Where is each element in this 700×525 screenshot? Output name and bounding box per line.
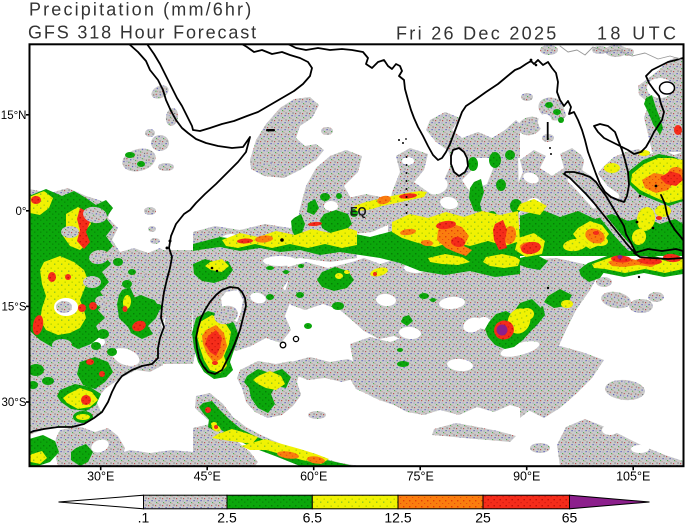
svg-text:30°E: 30°E xyxy=(87,469,114,483)
svg-text:30°S: 30°S xyxy=(1,397,26,409)
svg-text:6.5: 6.5 xyxy=(303,510,323,525)
svg-text:60°E: 60°E xyxy=(300,469,327,483)
svg-text:15°S: 15°S xyxy=(1,301,26,313)
svg-text:.1: .1 xyxy=(138,510,150,525)
svg-text:105°E: 105°E xyxy=(616,469,650,483)
svg-text:2.5: 2.5 xyxy=(217,510,237,525)
svg-text:Precipitation (mm/6hr): Precipitation (mm/6hr) xyxy=(29,0,253,20)
svg-text:65: 65 xyxy=(562,510,578,525)
svg-text:90°E: 90°E xyxy=(513,469,540,483)
svg-text:15°N: 15°N xyxy=(1,110,27,122)
svg-text:0°: 0° xyxy=(16,206,27,218)
svg-text:12.5: 12.5 xyxy=(384,510,411,525)
svg-text:45°E: 45°E xyxy=(194,469,221,483)
svg-text:25: 25 xyxy=(475,510,491,525)
svg-text:Fri 26 Dec 2025: Fri 26 Dec 2025 xyxy=(396,24,559,44)
svg-text:EQ: EQ xyxy=(350,207,367,219)
svg-text:18 UTC: 18 UTC xyxy=(597,24,679,44)
svg-text:75°E: 75°E xyxy=(407,469,434,483)
svg-text:GFS 318 Hour Forecast: GFS 318 Hour Forecast xyxy=(28,23,258,43)
